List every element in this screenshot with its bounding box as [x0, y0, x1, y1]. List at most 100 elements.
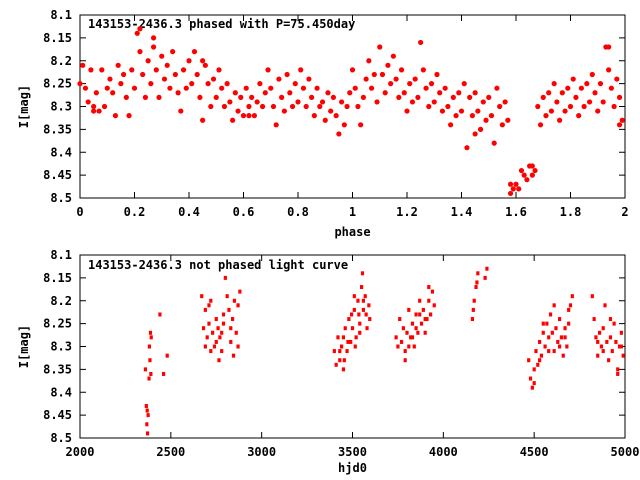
- data-point: [158, 312, 162, 317]
- x-tick-label: 2000: [66, 445, 95, 459]
- data-point: [534, 349, 538, 354]
- data-point: [314, 85, 320, 91]
- data-point: [601, 349, 605, 354]
- data-point: [573, 94, 579, 100]
- data-point: [416, 330, 420, 335]
- data-point: [616, 367, 620, 372]
- data-point: [469, 113, 475, 119]
- data-point: [257, 81, 263, 87]
- data-point: [214, 317, 218, 322]
- data-point: [91, 108, 97, 114]
- data-point: [532, 367, 536, 372]
- data-point: [236, 344, 240, 349]
- data-point: [150, 35, 157, 41]
- data-point: [559, 90, 565, 96]
- data-point: [123, 94, 129, 100]
- data-point: [270, 103, 277, 110]
- data-point: [563, 326, 567, 331]
- y-tick-label: 8.2: [50, 294, 72, 308]
- data-point: [363, 76, 369, 82]
- data-point: [535, 103, 541, 110]
- y-tick-label: 8.15: [43, 271, 72, 285]
- data-point: [344, 103, 350, 110]
- data-point: [403, 358, 407, 363]
- data-point: [619, 344, 623, 349]
- data-point: [209, 349, 213, 354]
- data-point: [430, 289, 435, 294]
- data-point: [298, 67, 304, 73]
- data-point: [287, 90, 293, 96]
- data-point: [208, 103, 214, 110]
- data-point: [121, 71, 127, 78]
- data-point: [554, 99, 560, 105]
- x-tick-label: 3500: [338, 445, 367, 459]
- data-point: [434, 71, 440, 78]
- data-point: [341, 122, 347, 128]
- data-point: [418, 312, 422, 317]
- data-point: [475, 108, 481, 114]
- x-tick-label: 1.6: [505, 205, 527, 219]
- data-point: [317, 103, 323, 110]
- data-point: [410, 321, 415, 326]
- data-point: [611, 103, 617, 110]
- y-axis-label: I[mag]: [17, 325, 31, 368]
- data-point: [142, 94, 148, 100]
- data-point: [453, 113, 459, 119]
- data-point: [110, 90, 116, 96]
- data-point: [399, 339, 404, 344]
- data-point: [218, 335, 222, 340]
- data-point: [194, 71, 200, 78]
- data-point: [101, 103, 108, 110]
- data-point: [220, 330, 224, 335]
- data-point: [325, 90, 331, 96]
- plot-frame: [79, 14, 626, 199]
- data-point: [431, 99, 437, 105]
- data-point: [115, 62, 121, 68]
- data-point: [600, 99, 606, 105]
- data-point: [606, 67, 612, 73]
- data-point: [262, 90, 268, 96]
- data-point: [352, 294, 356, 299]
- data-point: [507, 190, 514, 197]
- data-point: [165, 353, 169, 358]
- data-point: [311, 113, 317, 119]
- data-point: [82, 85, 89, 91]
- data-point: [345, 349, 349, 354]
- data-point: [300, 85, 307, 91]
- data-point: [254, 99, 260, 105]
- data-point: [425, 317, 429, 322]
- data-point: [461, 81, 467, 87]
- data-point: [541, 321, 545, 326]
- data-point: [398, 67, 405, 73]
- data-point: [357, 312, 361, 317]
- data-point: [232, 298, 237, 303]
- data-point: [265, 67, 271, 73]
- x-tick-label: 0: [76, 205, 83, 219]
- data-point: [240, 113, 247, 119]
- data-point: [268, 85, 274, 91]
- data-point: [601, 326, 605, 331]
- data-point: [398, 317, 402, 322]
- data-point: [216, 326, 220, 331]
- data-point: [597, 81, 604, 87]
- data-point: [355, 103, 361, 110]
- data-point: [548, 108, 555, 114]
- data-point: [539, 353, 544, 358]
- data-point: [243, 85, 249, 91]
- data-point: [385, 62, 391, 68]
- data-point: [584, 81, 590, 87]
- data-point: [396, 344, 400, 349]
- data-point: [606, 44, 612, 50]
- data-point: [578, 85, 585, 91]
- data-point: [404, 108, 410, 114]
- data-point: [608, 335, 613, 340]
- data-point: [131, 85, 138, 91]
- data-point: [147, 344, 151, 349]
- data-point: [140, 71, 146, 78]
- data-point: [546, 90, 552, 96]
- data-point: [596, 339, 600, 344]
- data-point: [349, 339, 353, 344]
- data-point: [221, 103, 228, 110]
- data-point: [488, 113, 495, 119]
- data-point: [295, 99, 301, 105]
